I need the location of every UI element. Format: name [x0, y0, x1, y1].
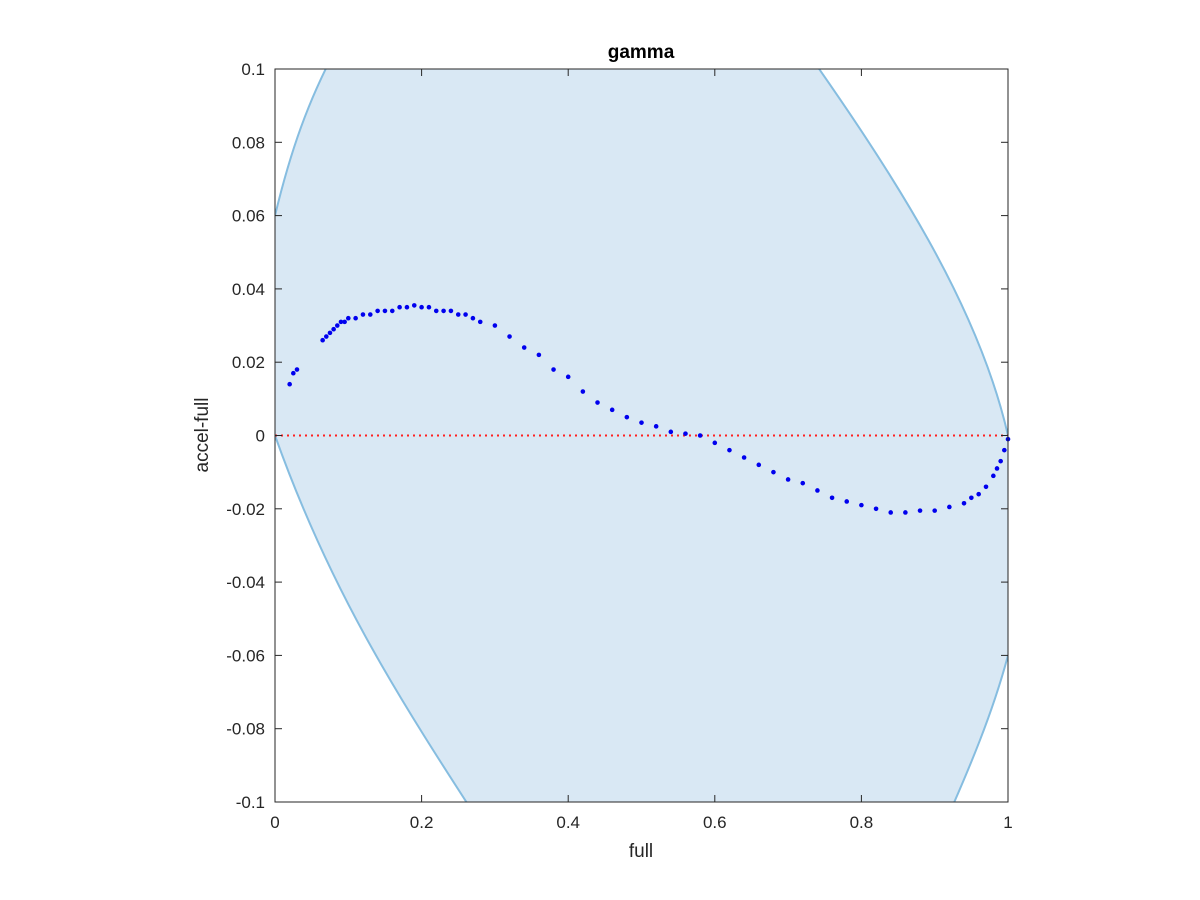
data-point: [580, 389, 586, 394]
data-point: [382, 308, 388, 314]
y-axis-label: accel-full: [192, 398, 213, 473]
data-point: [873, 506, 879, 512]
data-point: [697, 433, 703, 438]
data-point: [903, 510, 908, 515]
data-point: [463, 312, 468, 317]
data-point: [360, 312, 366, 317]
y-tick-label: -0.1: [236, 793, 265, 812]
data-point: [324, 334, 329, 339]
data-point: [815, 488, 820, 493]
data-point: [433, 308, 439, 314]
data-point: [411, 303, 417, 308]
data-point: [1002, 447, 1007, 453]
data-point: [375, 308, 380, 314]
y-tick-label: -0.02: [226, 500, 265, 519]
data-point: [756, 462, 762, 468]
x-tick-label: 0.4: [556, 813, 580, 832]
data-point: [338, 319, 344, 325]
data-point: [844, 499, 850, 504]
y-tick-label: -0.08: [226, 720, 265, 739]
y-tick-label: 0: [256, 427, 265, 446]
data-point: [327, 330, 333, 336]
data-point: [888, 510, 894, 515]
y-tick-label: -0.04: [226, 573, 265, 592]
confidence-band-upper-edge: [275, 69, 1008, 436]
data-point: [595, 400, 600, 405]
data-point: [932, 508, 937, 513]
data-point: [397, 304, 402, 310]
y-tick-label: 0.04: [232, 280, 265, 299]
data-point: [991, 473, 996, 479]
data-point: [521, 345, 527, 350]
data-point: [727, 447, 732, 453]
data-point: [859, 502, 864, 508]
data-point: [404, 304, 410, 310]
x-axis-label: full: [629, 841, 653, 862]
axis-tick-labels: 0 0.2 0.4 0.6 0.8 1 -0.1 -0.08 -0.06 -0.04 -0.02 0 0…: [226, 60, 1012, 832]
data-point: [994, 466, 1000, 471]
data-point: [961, 501, 967, 506]
x-tick-label: 1: [1003, 813, 1012, 832]
data-point: [346, 315, 351, 321]
data-point: [536, 352, 542, 358]
data-point: [947, 504, 952, 510]
data-point: [320, 337, 325, 343]
y-tick-label: 0.06: [232, 207, 265, 226]
x-tick-label: 0.2: [410, 813, 434, 832]
data-point: [771, 469, 776, 475]
data-point: [492, 323, 498, 328]
data-point: [353, 315, 358, 321]
x-tick-label: 0: [270, 813, 279, 832]
data-point: [917, 508, 923, 513]
data-point: [419, 304, 424, 310]
data-point: [998, 458, 1003, 464]
y-tick-label: 0.08: [232, 133, 265, 152]
data-point: [426, 304, 432, 310]
x-tick-label: 0.8: [850, 813, 874, 832]
data-point: [367, 312, 373, 317]
data-point: [741, 455, 747, 460]
y-tick-label: 0.02: [232, 353, 265, 372]
data-point: [448, 308, 454, 314]
data-point: [983, 484, 989, 490]
data-point: [668, 429, 674, 435]
data-point: [624, 414, 630, 420]
axis-ticks: [274, 68, 1009, 803]
data-point: [335, 323, 340, 328]
data-point: [477, 319, 483, 325]
y-tick-label: -0.06: [226, 646, 265, 665]
data-point: [287, 381, 292, 387]
data-point: [565, 374, 571, 380]
data-point: [609, 407, 615, 413]
data-point: [294, 367, 300, 372]
data-point: [291, 370, 296, 376]
data-point: [389, 308, 395, 314]
data-point: [441, 308, 446, 314]
data-point: [639, 420, 644, 425]
data-point: [976, 491, 981, 497]
data-point: [331, 326, 336, 332]
data-point: [470, 315, 476, 321]
x-tick-label: 0.6: [703, 813, 727, 832]
chart-title: gamma: [608, 42, 675, 63]
data-point: [969, 495, 974, 501]
y-tick-label: 0.1: [241, 60, 265, 79]
data-points: [287, 303, 1011, 515]
data-point: [455, 312, 461, 317]
data-point: [342, 319, 347, 325]
data-point: [785, 477, 791, 482]
data-point: [683, 431, 688, 436]
data-point: [800, 480, 806, 486]
data-point: [712, 440, 718, 446]
confidence-band-lower-edge: [275, 435, 1008, 802]
data-point: [507, 334, 512, 339]
data-point: [653, 424, 659, 429]
data-point: [829, 495, 835, 501]
data-point: [551, 367, 556, 372]
